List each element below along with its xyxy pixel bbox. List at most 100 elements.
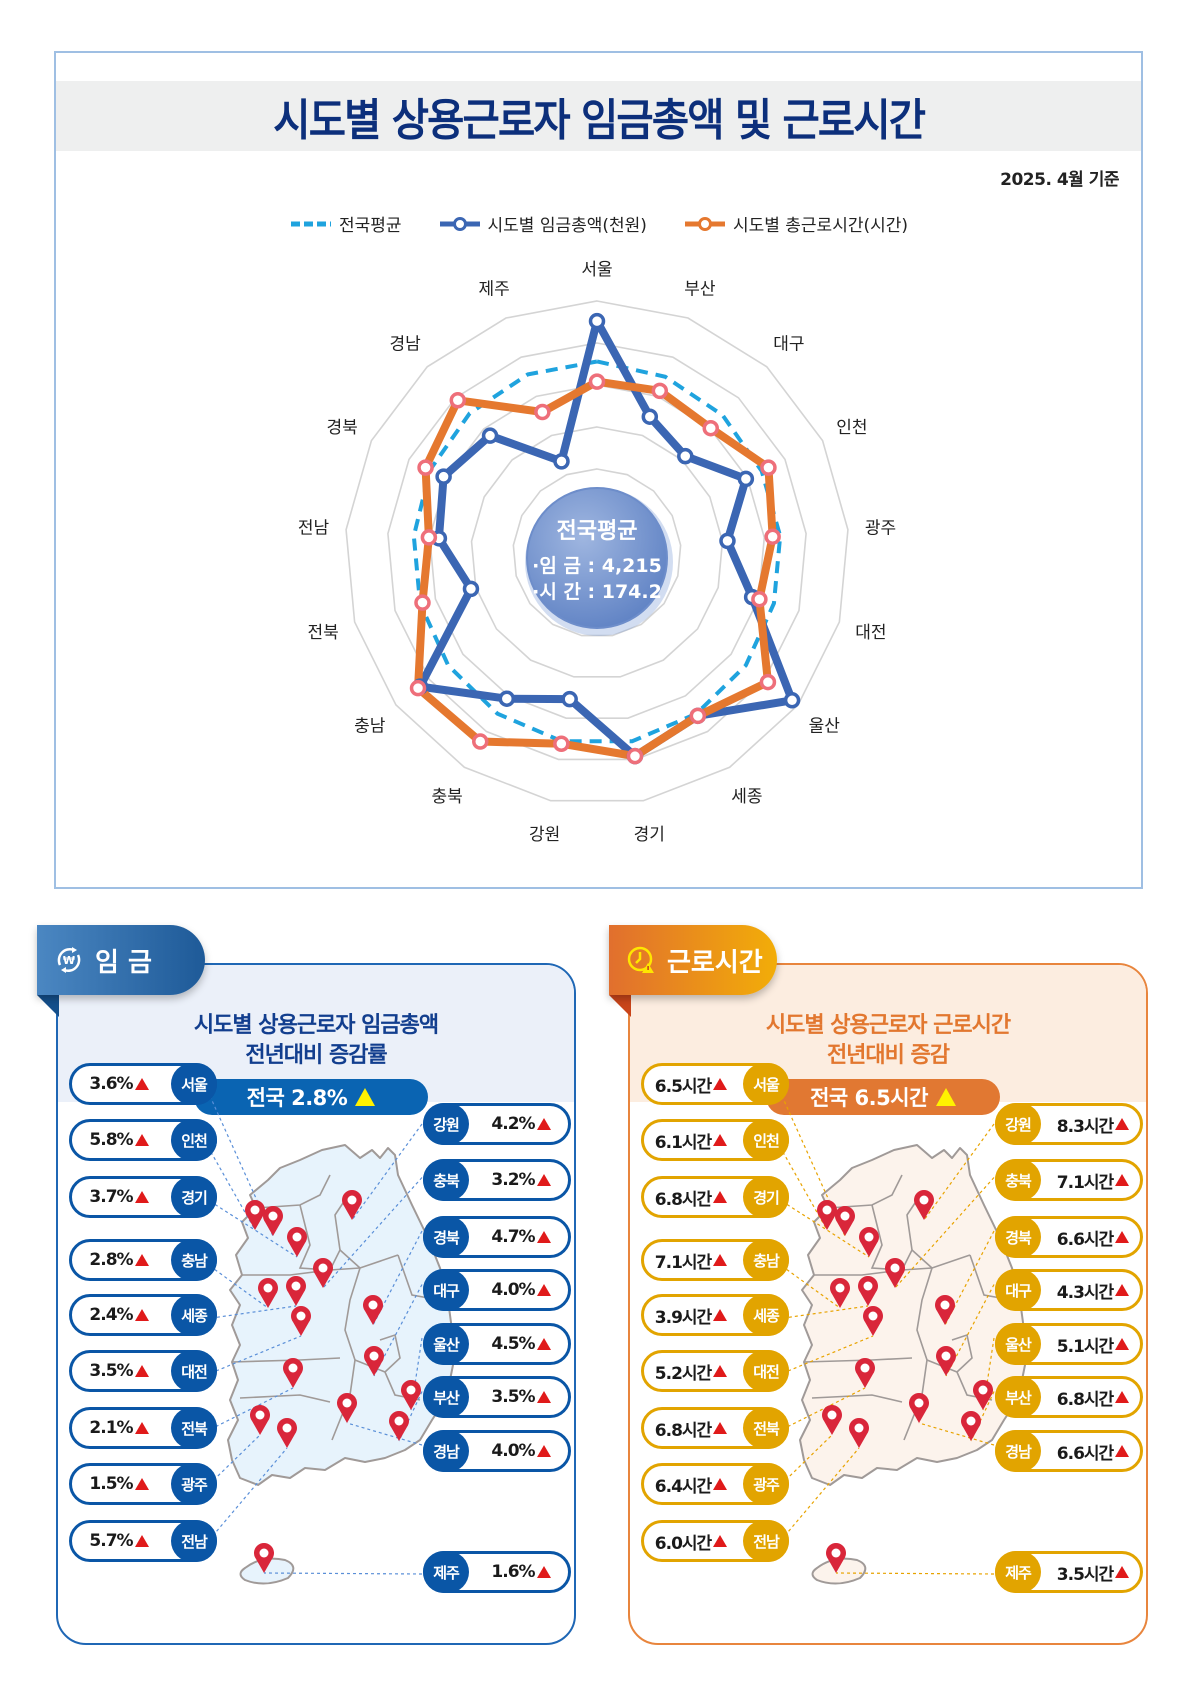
- chip-region: 충북: [995, 1159, 1041, 1201]
- data-point: [760, 459, 777, 476]
- region-chip: 3.9시간 세종: [641, 1294, 789, 1336]
- data-point: [481, 427, 499, 444]
- chip-region: 충남: [743, 1239, 789, 1281]
- data-point: [553, 453, 570, 470]
- chip-region: 대전: [171, 1350, 217, 1392]
- region-border: [255, 1174, 331, 1209]
- clock-warning-icon: [625, 944, 657, 976]
- tab-fold: [37, 995, 59, 1017]
- leader-line: [923, 1123, 995, 1221]
- chip-value: 6.0시간: [644, 1523, 738, 1559]
- chip-value: 5.2시간: [644, 1353, 738, 1389]
- region-chip: 3.7% 경기: [69, 1176, 217, 1218]
- leader-line: [263, 1572, 423, 1575]
- wage-tab-label: 임 금: [95, 947, 152, 978]
- chip-value-text: 7.1시간: [1056, 1172, 1114, 1193]
- data-point: [449, 392, 467, 409]
- map-pin-icon: [885, 1258, 905, 1288]
- chip-value: 1.5%: [72, 1466, 166, 1502]
- map-pin-icon: [283, 1358, 303, 1388]
- chip-value-text: 4.5%: [491, 1334, 535, 1354]
- hours-tab-label: 근로시간: [667, 947, 763, 978]
- region-chip: 5.8% 인천: [69, 1119, 217, 1161]
- leader-line: [204, 1387, 294, 1433]
- increase-triangle-icon: [134, 1191, 149, 1203]
- region-chip: 2.8% 충남: [69, 1239, 217, 1281]
- chip-value-text: 6.5시간: [654, 1076, 712, 1097]
- increase-triangle-icon: [1115, 1391, 1130, 1403]
- increase-triangle-icon: [355, 1088, 376, 1106]
- badge-wage: ·임 금 : 4,215: [532, 555, 662, 577]
- region-border: [951, 1333, 973, 1373]
- data-point: [677, 447, 694, 465]
- map-pin-icon: [855, 1358, 875, 1388]
- wage-panel-subtitle: 시도별 상용근로자 임금총액 전년대비 증감률: [58, 1011, 574, 1071]
- basis-date: 2025. 4월 기준: [1000, 170, 1119, 190]
- increase-triangle-icon: [713, 1254, 728, 1266]
- chip-region: 제주: [995, 1551, 1041, 1593]
- region-border: [803, 1357, 913, 1363]
- line-marker-icon: [439, 216, 480, 231]
- region-chip: 3.6% 서울: [69, 1063, 217, 1105]
- map-pin-icon: [291, 1306, 311, 1336]
- region-chip: 6.0시간 전남: [641, 1520, 789, 1562]
- increase-triangle-icon: [1115, 1445, 1130, 1457]
- chip-region: 경기: [171, 1176, 217, 1218]
- leader-line: [351, 1123, 423, 1221]
- map-pin-icon: [826, 1543, 846, 1573]
- data-point: [702, 419, 719, 437]
- data-point: [689, 707, 707, 725]
- badge-title: 전국평균: [557, 519, 638, 544]
- subtitle-line-2: 전년대비 증감: [826, 1043, 950, 1068]
- leader-line: [894, 1177, 995, 1289]
- region-chip: 1.6% 제주: [423, 1551, 571, 1593]
- chip-value: 3.5%: [474, 1379, 568, 1415]
- chip-value: 4.0%: [474, 1272, 568, 1308]
- legend-national-average: 전국평균: [289, 211, 402, 236]
- data-point: [719, 532, 736, 550]
- chip-value-text: 6.8시간: [1056, 1389, 1114, 1410]
- chip-region: 경남: [423, 1430, 469, 1472]
- chip-region: 전남: [743, 1520, 789, 1562]
- subtitle-line-1: 시도별 상용근로자 임금총액: [193, 1013, 439, 1038]
- map-pin-icon: [277, 1418, 297, 1448]
- chip-region: 울산: [423, 1323, 469, 1365]
- chip-value: 4.3시간: [1046, 1272, 1140, 1308]
- data-point: [534, 403, 551, 421]
- increase-triangle-icon: [713, 1309, 728, 1321]
- svg-text:₩: ₩: [63, 954, 75, 967]
- dashed-line-icon: [290, 221, 331, 226]
- leader-line: [776, 1335, 874, 1377]
- map-pin-icon: [250, 1405, 270, 1435]
- data-point: [462, 580, 480, 598]
- axis-label-13: 전남: [298, 519, 330, 539]
- region-chip: 4.5% 울산: [423, 1323, 571, 1365]
- axis-label-6: 울산: [809, 717, 841, 737]
- map-pin-icon: [973, 1380, 993, 1410]
- chip-region: 서울: [171, 1063, 217, 1105]
- chip-region: 경북: [423, 1216, 469, 1258]
- leader-line: [346, 1422, 423, 1446]
- increase-triangle-icon: [134, 1365, 149, 1377]
- increase-triangle-icon: [134, 1478, 149, 1490]
- region-border: [239, 1394, 331, 1403]
- data-point: [641, 408, 659, 425]
- map-pin-icon: [342, 1190, 362, 1220]
- chip-region: 전북: [171, 1407, 217, 1449]
- increase-triangle-icon: [134, 1078, 149, 1090]
- series-2: [414, 377, 777, 761]
- leader-line: [918, 1422, 995, 1446]
- chip-value-text: 3.5%: [89, 1361, 133, 1381]
- region-chip: 4.3시간 대구: [995, 1269, 1143, 1311]
- chip-value-text: 3.6%: [89, 1074, 133, 1094]
- national-value: 전국 2.8%: [246, 1086, 348, 1110]
- chip-value: 6.5시간: [644, 1066, 738, 1102]
- chip-value: 2.8%: [72, 1242, 166, 1278]
- leader-line: [204, 1335, 302, 1377]
- data-point: [561, 690, 578, 708]
- chip-region: 경남: [995, 1430, 1041, 1472]
- chip-value: 4.2%: [474, 1106, 568, 1142]
- hours-panel-subtitle: 시도별 상용근로자 근로시간 전년대비 증감: [630, 1011, 1146, 1071]
- region-chip: 4.7% 경북: [423, 1216, 571, 1258]
